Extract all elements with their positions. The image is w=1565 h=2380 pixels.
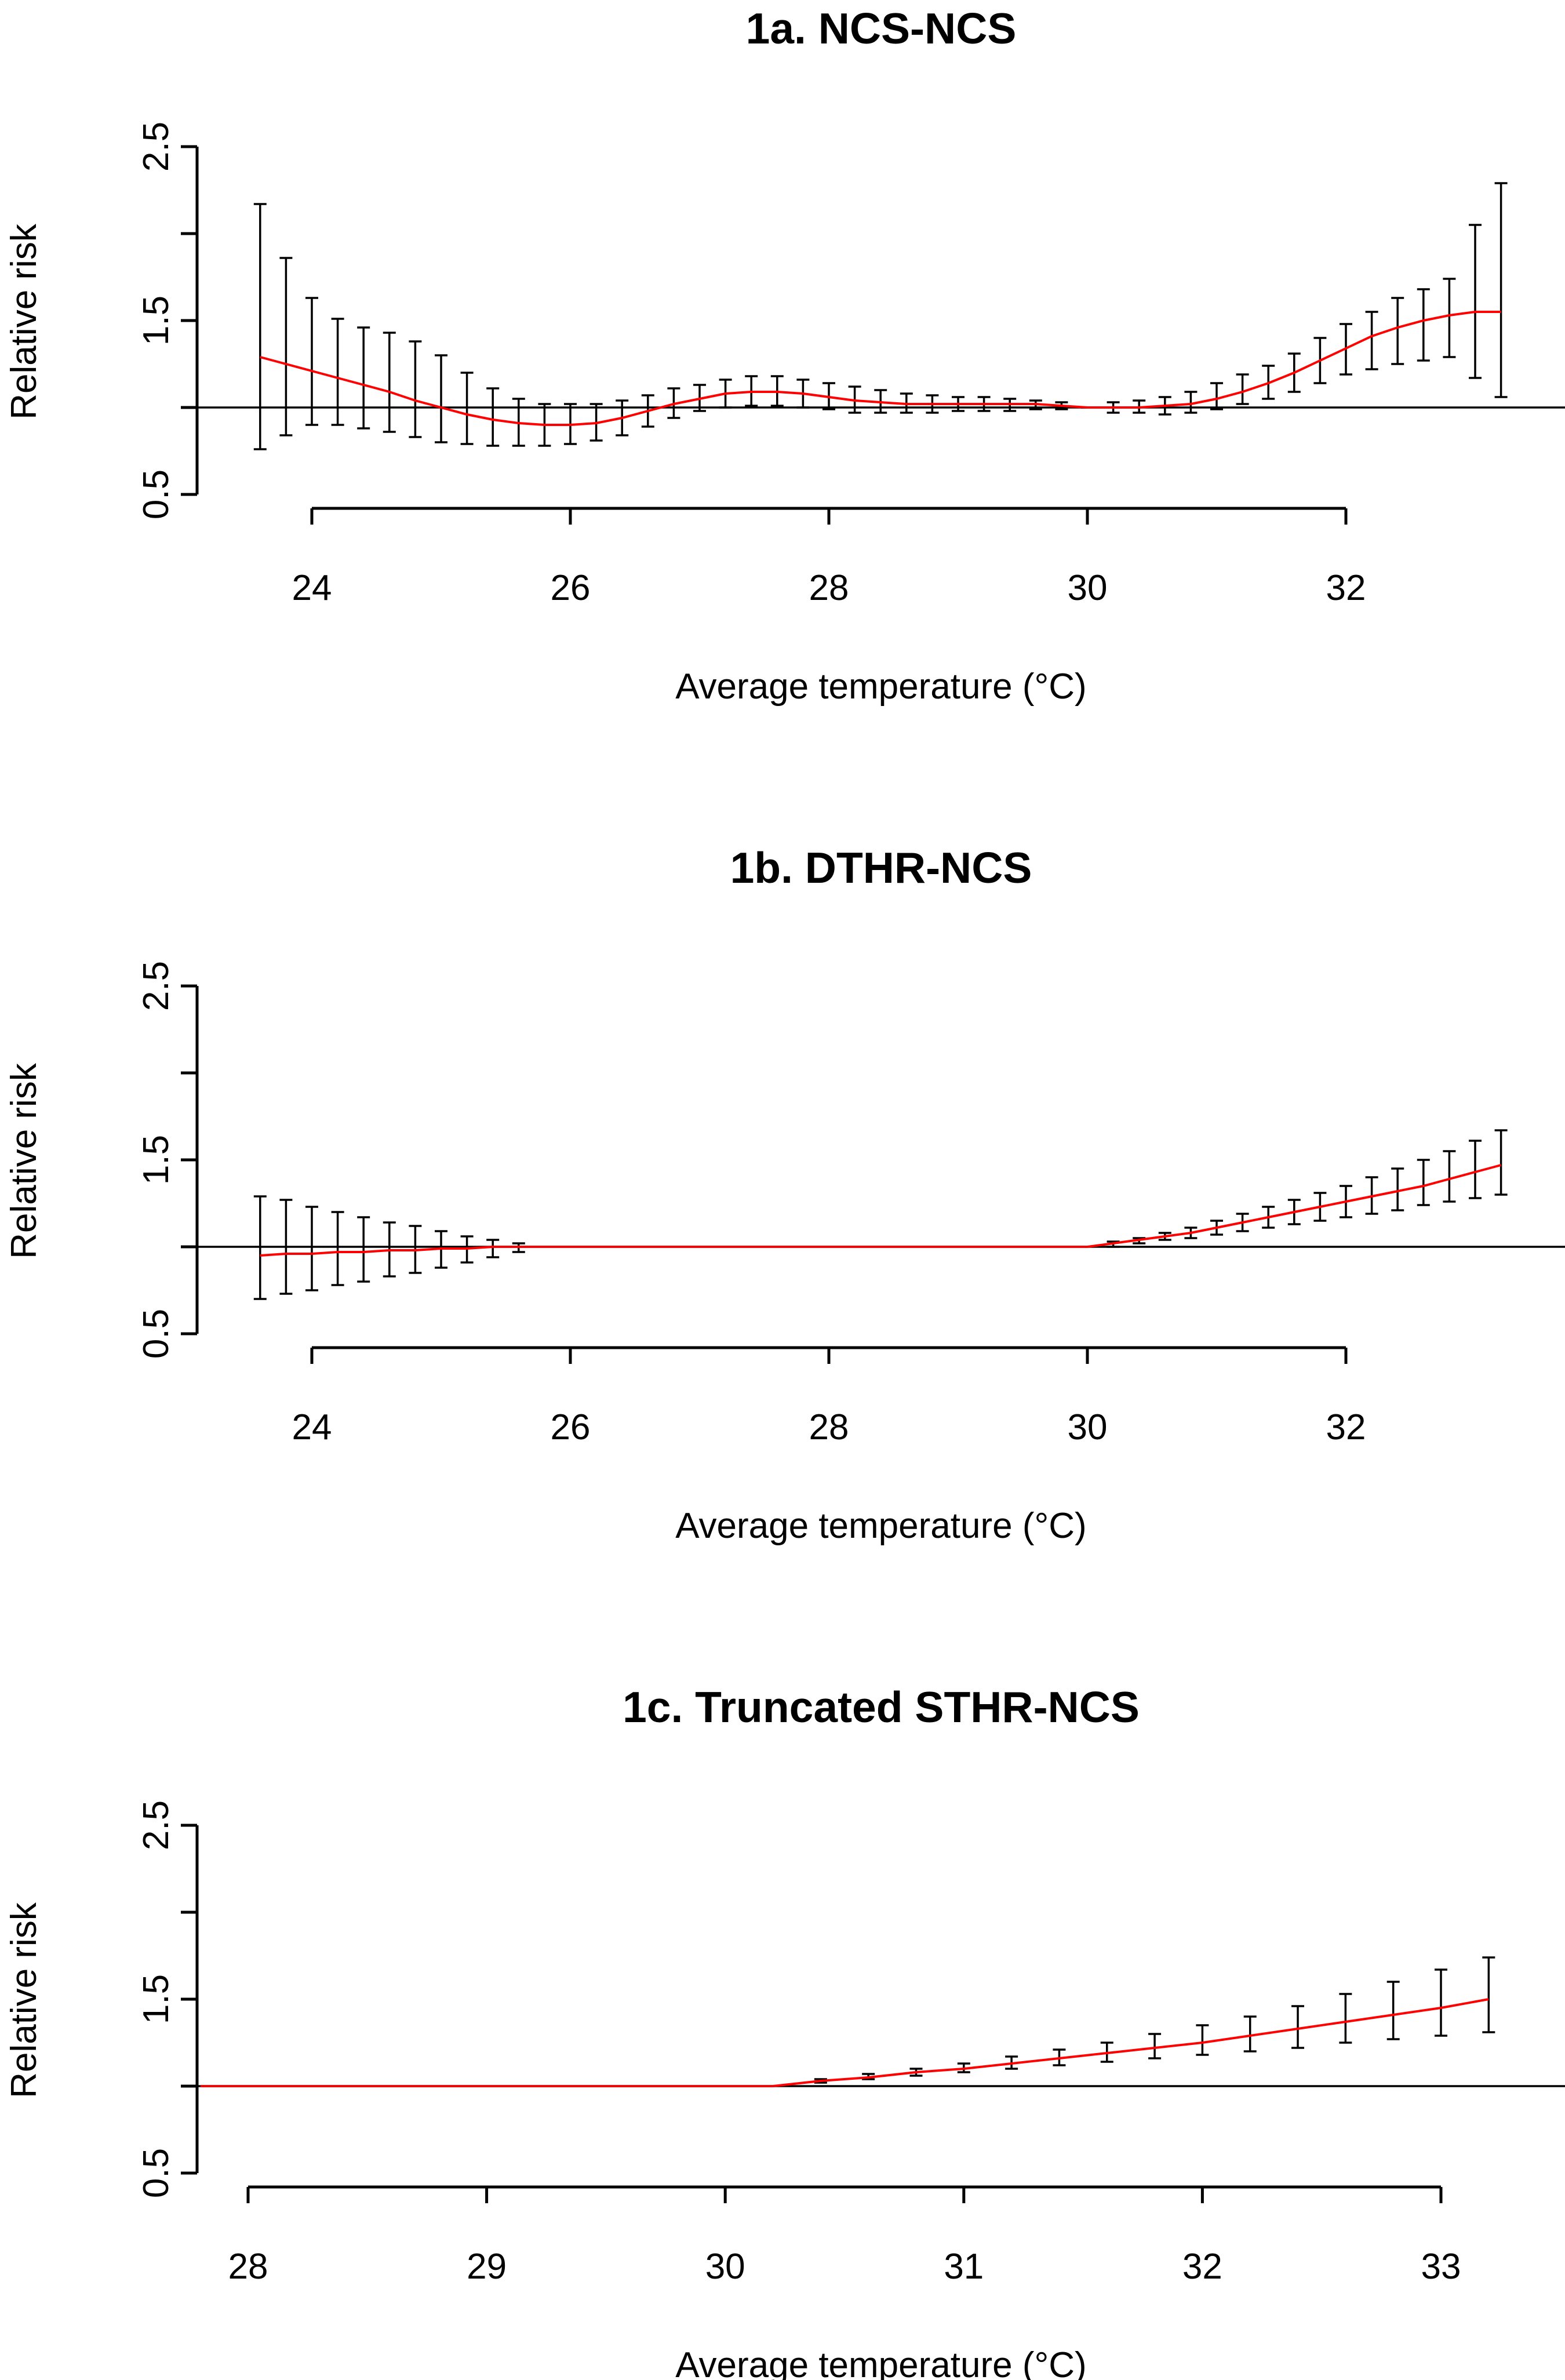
x-tick-label: 32: [1326, 568, 1366, 608]
x-tick-label: 26: [551, 568, 591, 608]
x-tick-label: 26: [551, 1407, 591, 1447]
y-tick-label: 2.5: [136, 122, 176, 172]
x-axis-label: Average temperature (°C): [675, 1506, 1086, 1546]
y-axis-label: Relative risk: [4, 1902, 44, 2098]
y-tick-label: 2.5: [136, 1800, 176, 1850]
error-bar: [1386, 1981, 1400, 2040]
error-bar: [331, 1211, 344, 1286]
x-tick-label: 24: [292, 1407, 332, 1447]
y-tick-label: 0.5: [136, 470, 176, 519]
y-tick-label: 0.5: [136, 1309, 176, 1359]
error-bar: [1236, 373, 1249, 405]
error-bar: [460, 372, 474, 445]
error-bar: [1339, 1993, 1352, 2044]
error-bar: [435, 354, 447, 443]
y-axis-label: Relative risk: [4, 223, 44, 420]
plot-area: 0.5 1.5 2.5 24 26 28 30 32: [136, 961, 1565, 1447]
x-axis-label: Average temperature (°C): [675, 2345, 1086, 2380]
error-bar: [383, 332, 396, 433]
x-tick-label: 32: [1182, 2247, 1222, 2287]
x-tick-label: 30: [705, 2247, 745, 2287]
error-bar: [1148, 2033, 1162, 2059]
error-bar: [1184, 391, 1198, 414]
y-tick-label: 1.5: [136, 296, 176, 345]
error-bar: [409, 340, 422, 438]
x-tick-label: 28: [809, 568, 849, 608]
y-tick-label: 2.5: [136, 961, 176, 1011]
error-bar: [279, 1199, 293, 1295]
error-bar: [1391, 1167, 1404, 1211]
error-bar: [357, 326, 370, 430]
x-tick-label: 28: [228, 2247, 268, 2287]
x-tick-label: 32: [1326, 1407, 1366, 1447]
error-bar: [486, 387, 500, 447]
y-tick-label: 1.5: [136, 1974, 176, 2024]
error-bar: [1443, 1150, 1456, 1203]
estimate-line: [260, 1164, 1502, 1257]
x-tick-label: 33: [1421, 2247, 1461, 2287]
plot-area: 0.5 1.5 2.5 24 26 28 30 32: [136, 122, 1565, 608]
x-axis-label: Average temperature (°C): [675, 667, 1086, 707]
error-bar: [1435, 1968, 1447, 2037]
error-bar: [1482, 1956, 1495, 2033]
error-bar: [1417, 1159, 1430, 1206]
panel-1b: 1b. DTHR-NCS Relative risk Average tempe…: [4, 843, 1565, 1546]
y-tick-label: 1.5: [136, 1135, 176, 1185]
y-tick-label: 0.5: [136, 2148, 176, 2198]
error-bar: [305, 297, 318, 426]
error-bar: [1494, 1129, 1508, 1196]
error-bar: [1494, 182, 1508, 398]
x-tick-label: 24: [292, 568, 332, 608]
error-bar: [1210, 382, 1223, 410]
x-tick-label: 28: [809, 1407, 849, 1447]
y-axis-label: Relative risk: [4, 1062, 44, 1259]
error-bar: [1443, 278, 1456, 358]
error-bar: [305, 1206, 318, 1291]
error-bar: [1291, 2005, 1305, 2049]
plot-area: 0.5 1.5 2.5 28 29 30 31 32 33: [136, 1800, 1565, 2287]
x-tick-label: 31: [944, 2247, 984, 2287]
error-bar: [253, 1195, 267, 1300]
chart-title: 1b. DTHR-NCS: [730, 843, 1032, 892]
error-bar: [1469, 1140, 1482, 1199]
panel-1a: 1a. NCS-NCS Relative risk Average temper…: [4, 4, 1565, 707]
error-bar: [1391, 297, 1404, 365]
error-bar: [1196, 2024, 1209, 2056]
error-bar: [279, 257, 293, 436]
error-bar: [1365, 311, 1378, 370]
estimate-line: [260, 311, 1501, 426]
error-bar: [1469, 224, 1482, 379]
x-tick-label: 29: [467, 2247, 507, 2287]
error-bar: [253, 203, 267, 450]
chart-title: 1a. NCS-NCS: [746, 4, 1017, 53]
error-bar: [1417, 288, 1430, 362]
error-bar: [486, 1239, 500, 1258]
panel-1c: 1c. Truncated STHR-NCS Relative risk Ave…: [4, 1683, 1565, 2380]
chart-title: 1c. Truncated STHR-NCS: [623, 1683, 1140, 1731]
error-bar: [331, 318, 344, 426]
x-tick-label: 30: [1068, 1407, 1108, 1447]
error-bar: [357, 1216, 370, 1283]
x-tick-label: 30: [1068, 568, 1108, 608]
estimate-line: [200, 1998, 1489, 2087]
error-bar: [1243, 2015, 1257, 2053]
